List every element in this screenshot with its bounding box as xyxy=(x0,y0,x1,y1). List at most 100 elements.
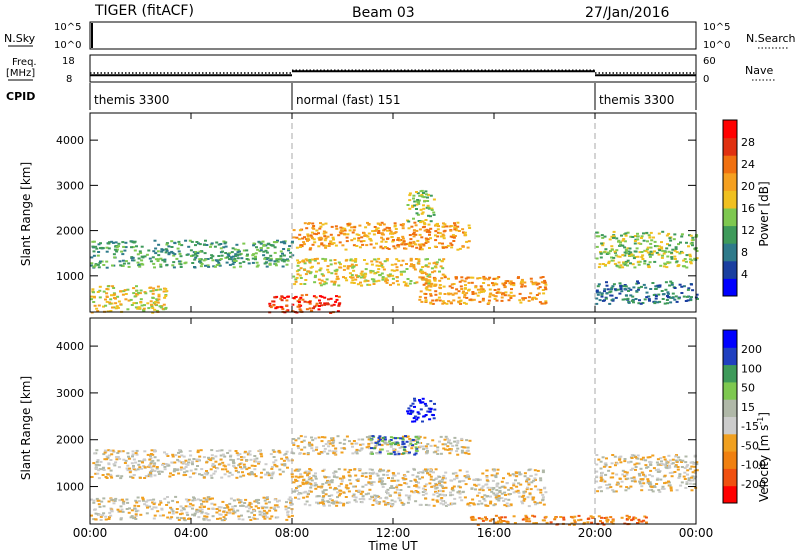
echo-cell xyxy=(326,265,330,268)
echo-cell xyxy=(515,485,519,488)
echo-cell xyxy=(470,281,474,284)
colorbar-tick-label: 100 xyxy=(741,362,762,375)
echo-cell xyxy=(617,261,621,264)
echo-cell xyxy=(621,244,625,247)
echo-cell xyxy=(407,496,411,499)
echo-cell xyxy=(372,481,376,484)
echo-cell xyxy=(352,485,356,488)
echo-cell xyxy=(277,499,281,502)
echo-cell xyxy=(118,510,122,513)
echo-cell xyxy=(464,483,468,486)
echo-cell xyxy=(651,454,655,457)
echo-cell xyxy=(265,516,269,519)
velocity-colorbar-label-exp: -1 xyxy=(756,417,765,425)
echo-cell xyxy=(173,461,177,464)
echo-cell xyxy=(136,261,140,264)
echo-cell xyxy=(200,468,204,471)
echo-cell xyxy=(429,469,433,472)
echo-cell xyxy=(427,279,431,282)
echo-cell xyxy=(441,487,445,490)
echo-cell xyxy=(635,282,639,285)
echo-cell xyxy=(222,464,226,467)
echo-cell xyxy=(334,300,338,303)
echo-cell xyxy=(211,457,215,460)
echo-cell xyxy=(320,242,324,245)
x-tick-label: 12:00 xyxy=(376,526,411,540)
echo-cell xyxy=(357,438,361,441)
echo-cell xyxy=(170,508,174,511)
echo-cell xyxy=(358,469,362,472)
echo-cell xyxy=(477,517,481,520)
echo-cell xyxy=(370,495,373,498)
echo-cell xyxy=(372,246,376,249)
echo-cell xyxy=(467,475,471,478)
echo-cell xyxy=(643,515,647,518)
echo-cell xyxy=(367,481,371,484)
echo-cell xyxy=(397,497,401,500)
echo-cell xyxy=(346,233,350,236)
echo-cell xyxy=(418,298,422,301)
echo-cell xyxy=(202,243,206,246)
echo-cell xyxy=(662,456,666,459)
echo-cell xyxy=(108,302,112,305)
echo-cell xyxy=(549,521,553,524)
echo-cell xyxy=(608,302,612,305)
echo-cell xyxy=(626,247,630,250)
echo-cell xyxy=(610,235,614,238)
echo-cell xyxy=(610,286,614,289)
echo-cell xyxy=(286,510,290,513)
echo-cell xyxy=(206,519,210,522)
echo-cell xyxy=(163,258,167,261)
echo-cell xyxy=(668,465,671,467)
echo-cell xyxy=(658,249,662,252)
echo-cell xyxy=(441,302,445,305)
echo-cell xyxy=(619,241,622,244)
echo-cell xyxy=(365,262,369,265)
echo-cell xyxy=(320,485,324,488)
echo-cell xyxy=(308,258,312,261)
echo-cell xyxy=(217,255,221,257)
echo-cell xyxy=(636,288,640,291)
echo-cell xyxy=(454,277,458,280)
echo-cell xyxy=(380,232,384,235)
echo-cell xyxy=(411,474,415,477)
echo-cell xyxy=(191,507,194,510)
echo-cell xyxy=(630,519,634,522)
echo-cell xyxy=(412,197,415,200)
echo-cell xyxy=(308,441,311,444)
echo-cell xyxy=(553,518,557,521)
echo-cell xyxy=(248,507,252,510)
echo-cell xyxy=(255,246,258,249)
echo-cell xyxy=(452,485,456,488)
echo-cell xyxy=(599,520,602,523)
echo-cell xyxy=(241,518,245,521)
echo-cell xyxy=(229,508,233,511)
echo-cell xyxy=(308,504,312,507)
echo-cell xyxy=(188,505,192,508)
echo-cell xyxy=(421,445,425,448)
echo-cell xyxy=(236,458,240,460)
echo-cell xyxy=(306,237,310,240)
echo-cell xyxy=(642,519,646,522)
echo-cell xyxy=(289,504,293,506)
echo-cell xyxy=(689,298,693,301)
echo-cell xyxy=(177,250,181,253)
echo-cell xyxy=(250,511,254,514)
echo-cell xyxy=(624,478,628,481)
echo-cell xyxy=(126,288,130,291)
echo-cell xyxy=(520,500,524,503)
echo-cell xyxy=(142,307,146,310)
echo-cell xyxy=(384,246,387,248)
echo-cell xyxy=(210,449,214,452)
echo-cell xyxy=(614,464,617,467)
echo-cell xyxy=(313,241,317,244)
echo-cell xyxy=(248,453,252,456)
echo-cell xyxy=(640,489,644,492)
echo-cell xyxy=(421,211,425,214)
echo-cell xyxy=(650,489,654,491)
echo-cell xyxy=(167,251,171,254)
echo-cell xyxy=(622,262,626,265)
echo-cell xyxy=(102,512,106,515)
echo-cell xyxy=(438,270,441,273)
echo-cell xyxy=(243,466,247,469)
